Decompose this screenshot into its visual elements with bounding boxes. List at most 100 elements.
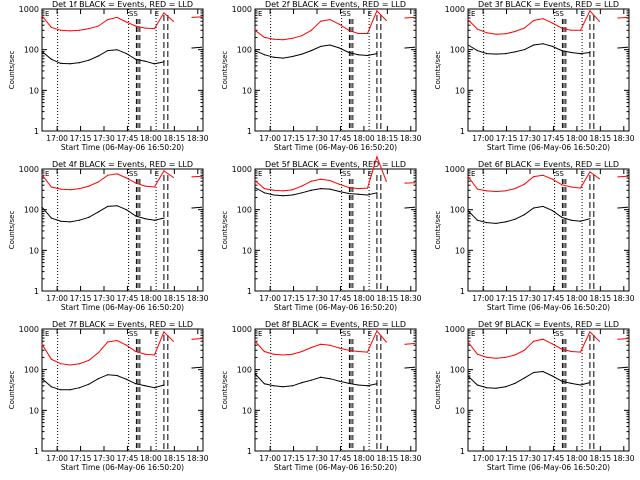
- flag-label-e-left: E: [258, 330, 262, 338]
- x-tick-label: 17:15: [283, 454, 305, 463]
- data-point-events: [200, 46, 203, 48]
- data-point-lld: [78, 187, 81, 190]
- data-point-events: [191, 367, 193, 369]
- data-point-events: [338, 47, 341, 49]
- data-point-events: [78, 219, 81, 221]
- data-point-lld: [172, 20, 174, 22]
- x-tick-label: 18:00: [140, 294, 162, 303]
- y-axis-label: Counts/sec: [8, 371, 16, 410]
- data-point-lld: [467, 341, 469, 343]
- data-point-events: [495, 53, 497, 55]
- data-point-lld: [88, 27, 90, 30]
- y-tick-label: 1: [247, 127, 252, 136]
- x-tick-label: 18:30: [187, 134, 209, 143]
- data-point-events: [486, 222, 488, 224]
- data-point-lld: [357, 32, 359, 35]
- series-line-events: [467, 366, 628, 389]
- y-tick-label: 10: [29, 86, 39, 95]
- data-point-events: [467, 375, 469, 377]
- flag-label-e: E: [155, 170, 159, 178]
- data-point-lld: [116, 16, 118, 19]
- data-point-lld: [116, 173, 118, 175]
- data-point-lld: [542, 338, 544, 340]
- data-point-events: [570, 51, 572, 54]
- data-point-lld: [78, 363, 81, 365]
- data-point-lld: [263, 187, 265, 190]
- data-point-events: [88, 216, 90, 218]
- data-point-lld: [172, 176, 174, 179]
- data-point-lld: [570, 29, 572, 31]
- x-tick-label: 17:15: [496, 134, 518, 143]
- data-point-lld: [88, 359, 90, 361]
- data-point-events: [570, 382, 572, 384]
- x-tick-label: 17:15: [283, 134, 305, 143]
- data-point-lld: [172, 340, 174, 342]
- y-tick-label: 1: [247, 447, 252, 456]
- panel-title: Det 7f BLACK = Events, RED = LLD: [52, 320, 193, 329]
- data-point-events: [523, 214, 525, 216]
- data-point-events: [116, 374, 118, 377]
- data-point-lld: [200, 175, 203, 177]
- data-point-lld: [589, 10, 591, 12]
- data-point-events: [589, 382, 591, 384]
- data-point-lld: [338, 183, 341, 185]
- series-line-events: [254, 44, 415, 59]
- x-tick-label: 18:30: [400, 454, 422, 463]
- x-tick-label: 18:30: [400, 134, 422, 143]
- data-point-events: [404, 47, 406, 49]
- data-point-events: [357, 54, 359, 56]
- data-point-lld: [385, 180, 387, 182]
- data-point-events: [116, 205, 118, 207]
- data-point-events: [551, 209, 554, 212]
- y-tick-label: 100: [237, 46, 252, 55]
- data-point-lld: [413, 182, 416, 184]
- data-point-events: [254, 373, 256, 375]
- data-point-events: [504, 53, 507, 55]
- y-tick-label: 1: [460, 127, 465, 136]
- data-point-lld: [598, 340, 600, 342]
- data-point-lld: [348, 29, 350, 31]
- data-point-events: [97, 55, 99, 57]
- x-tick-label: 17:15: [496, 294, 518, 303]
- flag-label-e: E: [368, 170, 372, 178]
- flag-label-e: E: [155, 330, 159, 338]
- series-line-events: [41, 46, 202, 65]
- x-tick-label: 17:00: [46, 454, 68, 463]
- data-point-events: [200, 206, 203, 208]
- data-point-events: [60, 389, 62, 391]
- y-tick-label: 1: [34, 447, 39, 456]
- y-tick-label: 1: [460, 447, 465, 456]
- y-tick-label: 1000: [445, 5, 465, 14]
- data-point-lld: [125, 21, 128, 23]
- data-point-lld: [404, 182, 406, 184]
- x-tick-label: 17:45: [117, 134, 139, 143]
- data-point-lld: [467, 18, 469, 21]
- data-point-lld: [376, 330, 378, 332]
- data-point-events: [191, 47, 193, 49]
- data-point-lld: [263, 350, 265, 353]
- data-point-events: [579, 220, 582, 222]
- x-tick-label: 18:30: [187, 454, 209, 463]
- data-point-events: [291, 385, 294, 387]
- flag-label-ss: SS: [555, 330, 564, 338]
- data-point-events: [504, 221, 507, 223]
- x-axis-label: Start Time (06-May-06 16:50:20): [61, 303, 184, 312]
- data-point-events: [163, 217, 165, 219]
- data-point-lld: [41, 343, 43, 345]
- data-point-lld: [551, 178, 554, 180]
- data-point-events: [570, 219, 572, 221]
- data-point-events: [310, 379, 312, 381]
- x-tick-label: 17:00: [472, 134, 494, 143]
- data-point-lld: [60, 188, 62, 190]
- x-tick-label: 18:15: [164, 134, 186, 143]
- data-point-events: [495, 222, 497, 224]
- data-point-events: [320, 45, 322, 48]
- data-point-lld: [200, 338, 203, 340]
- x-tick-label: 18:00: [353, 454, 375, 463]
- x-tick-label: 18:00: [140, 454, 162, 463]
- data-point-events: [200, 366, 203, 368]
- x-tick-label: 17:30: [93, 134, 115, 143]
- plot-frame: [467, 168, 630, 292]
- data-point-lld: [273, 38, 275, 40]
- flag-label-ss: SS: [342, 330, 351, 338]
